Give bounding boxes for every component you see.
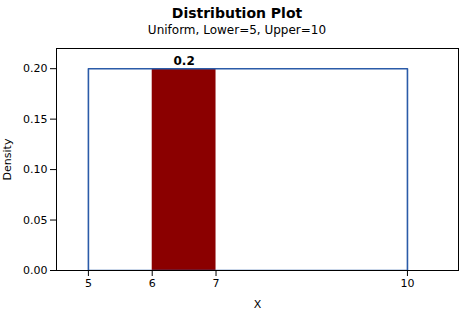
svg-text:0.05: 0.05 (23, 214, 48, 227)
svg-text:7: 7 (213, 277, 220, 290)
svg-text:0.00: 0.00 (23, 264, 48, 277)
svg-text:10: 10 (400, 277, 414, 290)
svg-text:Density: Density (1, 138, 14, 180)
svg-text:5: 5 (85, 277, 92, 290)
svg-text:0.10: 0.10 (23, 163, 48, 176)
svg-text:6: 6 (149, 277, 156, 290)
html-text:Distribution Plot: Distribution Plot (171, 5, 303, 21)
svg-text:X: X (254, 298, 262, 311)
svg-text:0.20: 0.20 (23, 62, 48, 75)
html-text:Uniform, Lower=5, Upper=10: Uniform, Lower=5, Upper=10 (147, 23, 327, 37)
svg-text:0.15: 0.15 (23, 113, 48, 126)
svg-text:0.2: 0.2 (173, 54, 194, 68)
